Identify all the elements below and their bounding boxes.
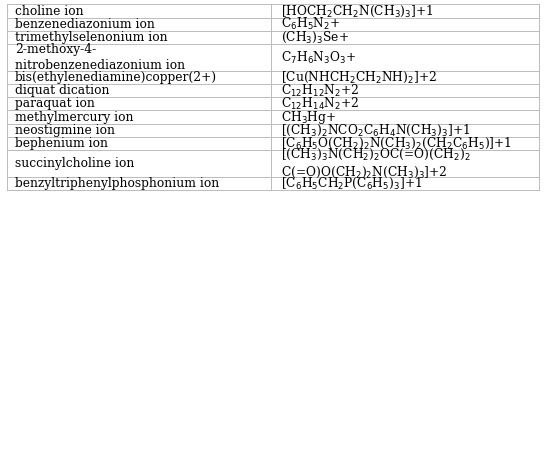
Text: (CH$_3$)$_3$Se+: (CH$_3$)$_3$Se+ — [281, 30, 349, 45]
Text: [C$_6$H$_5$O(CH$_2$)$_2$N(CH$_3$)$_2$(CH$_2$C$_6$H$_5$)]+1: [C$_6$H$_5$O(CH$_2$)$_2$N(CH$_3$)$_2$(CH… — [281, 136, 512, 151]
Text: bis(ethylenediamine)copper(2+): bis(ethylenediamine)copper(2+) — [15, 71, 217, 84]
Text: benzyltriphenylphosphonium ion: benzyltriphenylphosphonium ion — [15, 177, 219, 190]
Text: bephenium ion: bephenium ion — [15, 137, 108, 150]
Text: [(CH$_3$)$_2$NCO$_2$C$_6$H$_4$N(CH$_3$)$_3$]+1: [(CH$_3$)$_2$NCO$_2$C$_6$H$_4$N(CH$_3$)$… — [281, 123, 470, 138]
Text: benzenediazonium ion: benzenediazonium ion — [15, 18, 155, 31]
Text: CH$_3$Hg+: CH$_3$Hg+ — [281, 109, 336, 126]
Text: [C$_6$H$_5$CH$_2$P(C$_6$H$_5$)$_3$]+1: [C$_6$H$_5$CH$_2$P(C$_6$H$_5$)$_3$]+1 — [281, 176, 422, 191]
Text: [(CH$_3$)$_3$N(CH$_2$)$_2$OC(=O)(CH$_2$)$_2$
C(=O)O(CH$_2$)$_2$N(CH$_3$)$_3$]+2: [(CH$_3$)$_3$N(CH$_2$)$_2$OC(=O)(CH$_2$)… — [281, 146, 471, 180]
Text: neostigmine ion: neostigmine ion — [15, 124, 115, 137]
Text: C$_6$H$_5$N$_2$+: C$_6$H$_5$N$_2$+ — [281, 16, 340, 32]
Text: trimethylselenonium ion: trimethylselenonium ion — [15, 31, 168, 44]
Text: C$_{12}$H$_{12}$N$_2$+2: C$_{12}$H$_{12}$N$_2$+2 — [281, 83, 359, 99]
Text: succinylcholine ion: succinylcholine ion — [15, 157, 134, 170]
Text: C$_{12}$H$_{14}$N$_2$+2: C$_{12}$H$_{14}$N$_2$+2 — [281, 96, 359, 112]
Text: methylmercury ion: methylmercury ion — [15, 110, 133, 123]
Text: choline ion: choline ion — [15, 4, 84, 18]
Text: paraquat ion: paraquat ion — [15, 97, 94, 110]
Text: 2-methoxy-4-
nitrobenzenediazonium ion: 2-methoxy-4- nitrobenzenediazonium ion — [15, 43, 185, 72]
Text: diquat dication: diquat dication — [15, 84, 109, 97]
Text: [HOCH$_2$CH$_2$N(CH$_3$)$_3$]+1: [HOCH$_2$CH$_2$N(CH$_3$)$_3$]+1 — [281, 4, 434, 19]
Text: C$_7$H$_6$N$_3$O$_3$+: C$_7$H$_6$N$_3$O$_3$+ — [281, 49, 356, 66]
Text: [Cu(NHCH$_2$CH$_2$NH)$_2$]+2: [Cu(NHCH$_2$CH$_2$NH)$_2$]+2 — [281, 70, 437, 85]
